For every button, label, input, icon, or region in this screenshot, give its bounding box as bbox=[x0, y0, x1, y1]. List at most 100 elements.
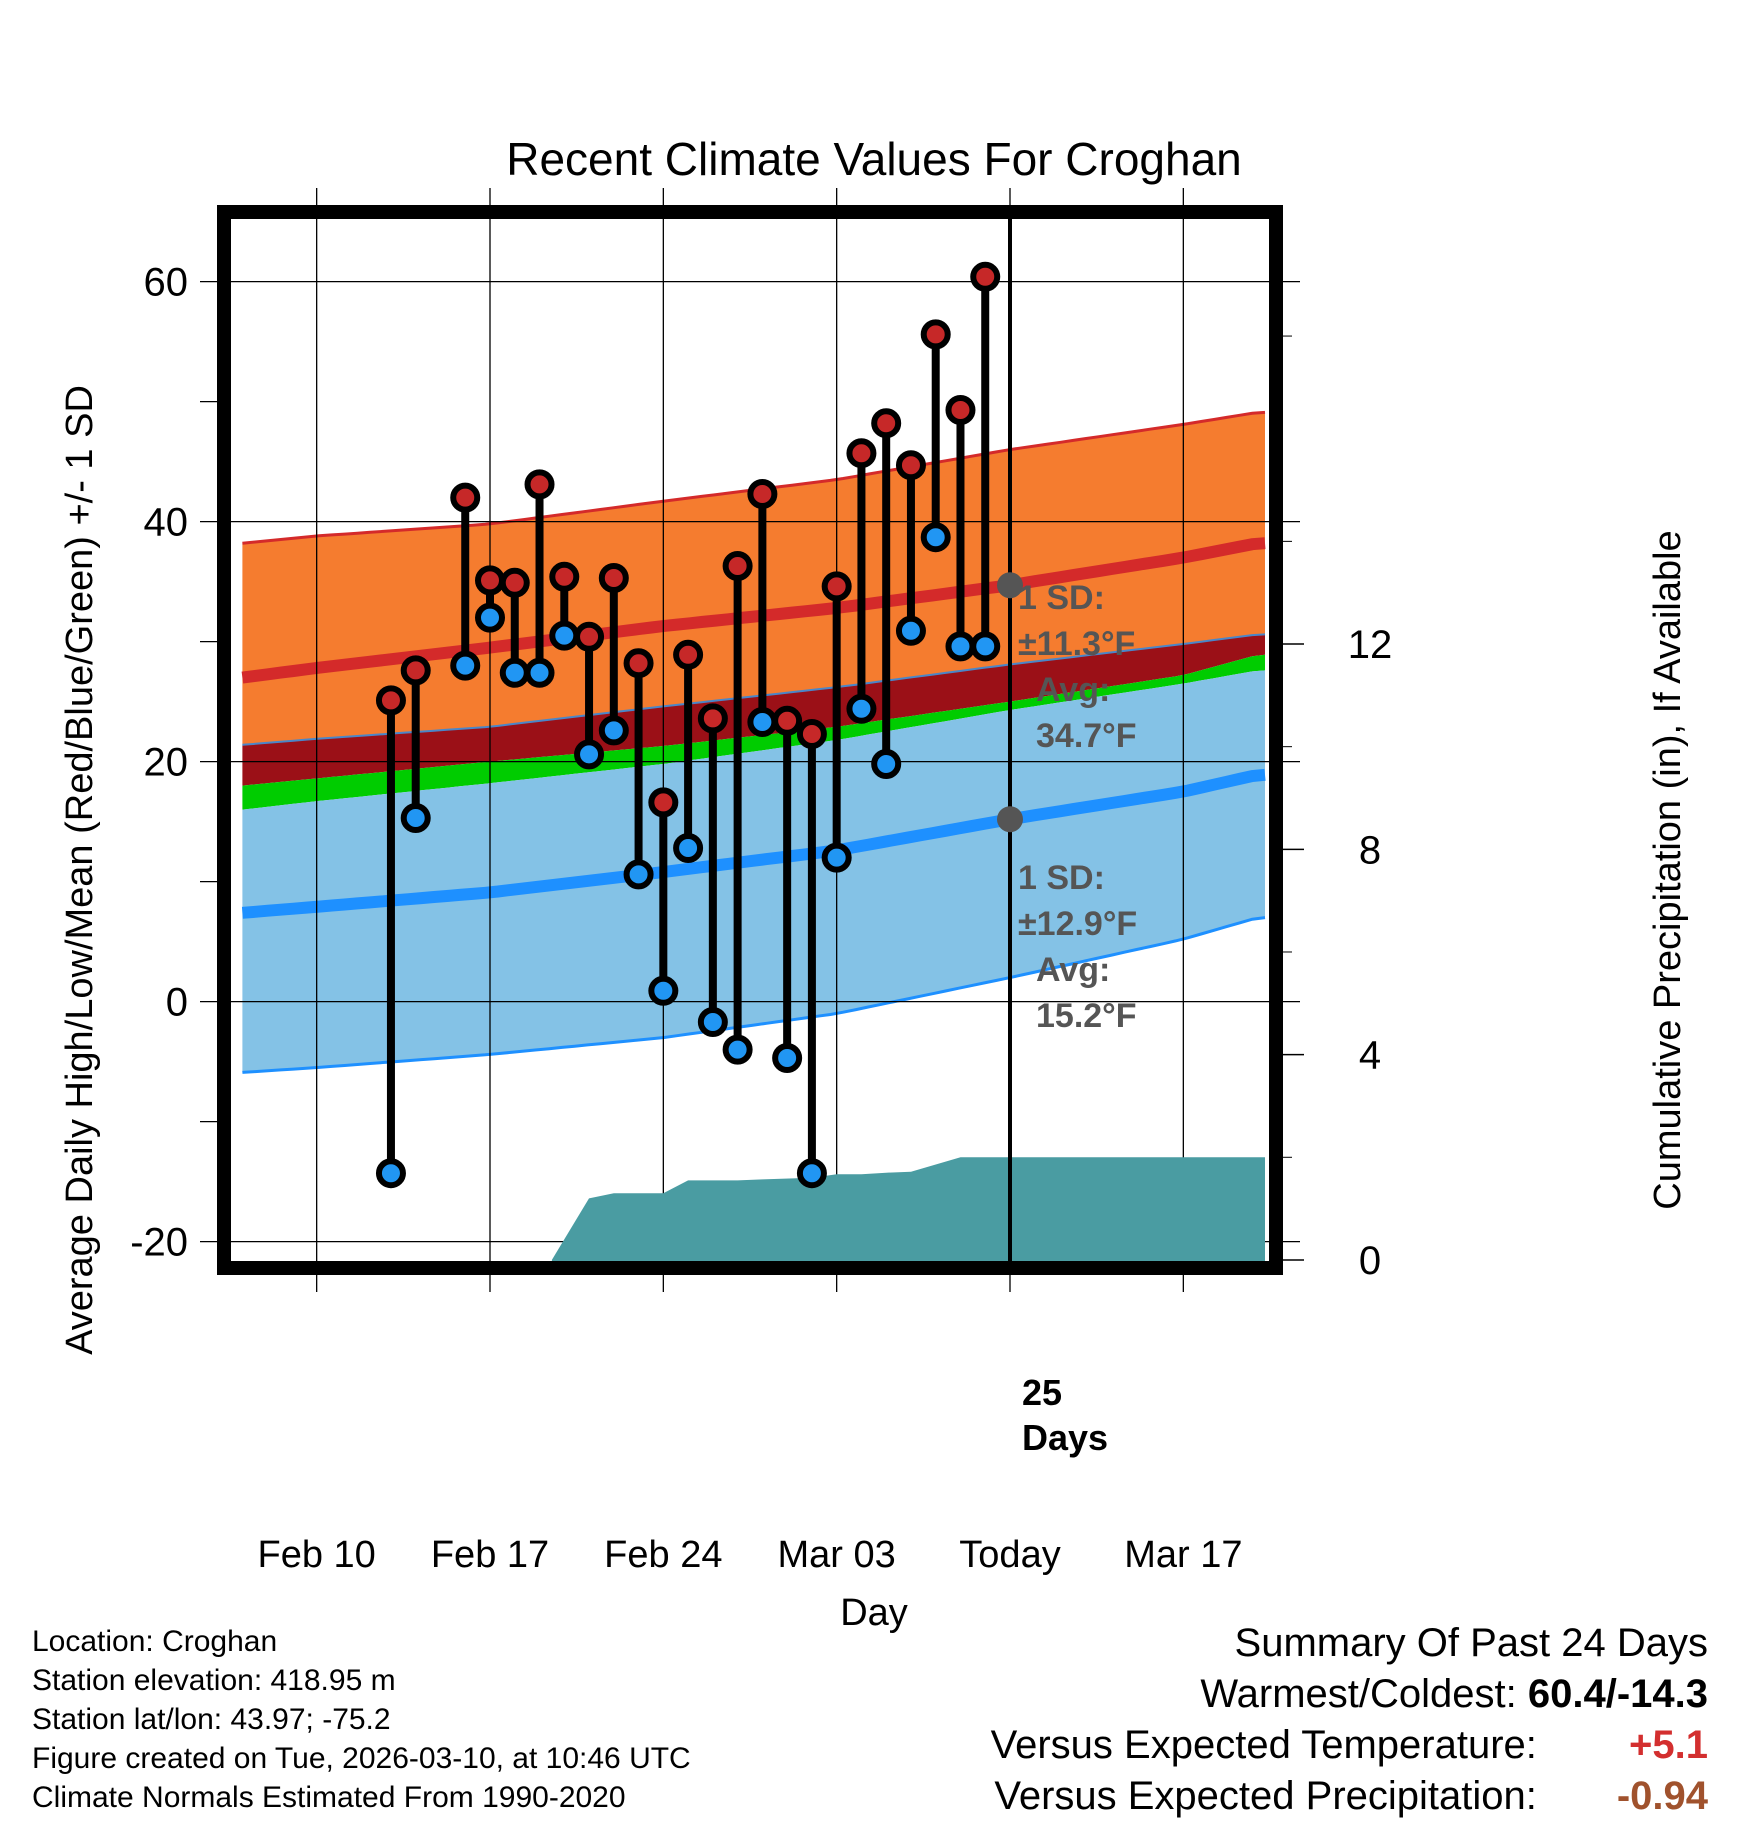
high-marker bbox=[945, 395, 976, 425]
high-avg-dot bbox=[997, 572, 1023, 599]
x-tick-label: Feb 10 bbox=[258, 1534, 376, 1576]
y2-axis-label: Cumulative Precipitation (in), If Availa… bbox=[1647, 530, 1689, 1209]
low-marker bbox=[524, 657, 555, 688]
x-tick-label: Feb 24 bbox=[604, 1534, 722, 1576]
low-marker bbox=[772, 1043, 803, 1073]
high-marker bbox=[549, 561, 580, 592]
elevation-text: Station elevation: 418.95 m bbox=[32, 1664, 396, 1697]
low-avg-value: 15.2°F bbox=[1036, 997, 1137, 1035]
temp-label: Versus Expected Temperature: bbox=[990, 1723, 1537, 1767]
y2-tick-label: 12 bbox=[1348, 623, 1393, 667]
created-text: Figure created on Tue, 2026-03-10, at 10… bbox=[32, 1742, 691, 1775]
x-tick-label: Today bbox=[959, 1534, 1060, 1576]
high-marker bbox=[375, 685, 406, 716]
low-avg-dot bbox=[997, 806, 1023, 833]
temp-value: +5.1 bbox=[1629, 1723, 1708, 1767]
y-tick-label: 60 bbox=[144, 261, 189, 305]
annotations: 1 SD: ±11.3°F Avg: 34.7°F 1 SD: ±12.9°F Avg: 15… bbox=[997, 218, 1137, 1458]
high-marker bbox=[648, 787, 679, 818]
precip-value: -0.94 bbox=[1616, 1774, 1708, 1818]
high-marker bbox=[747, 479, 778, 509]
y2-tick-label: 0 bbox=[1359, 1239, 1381, 1283]
mean-green-band bbox=[242, 654, 1265, 810]
x-axis-label: Day bbox=[840, 1592, 908, 1634]
low-marker bbox=[970, 631, 1001, 662]
precip-row: Versus Expected Precipitation: -0.94 bbox=[991, 1771, 1708, 1822]
high-marker bbox=[821, 571, 852, 602]
precip-label: Versus Expected Precipitation: bbox=[994, 1774, 1537, 1818]
high-marker bbox=[400, 655, 431, 686]
high-marker bbox=[598, 563, 629, 593]
plot-border bbox=[217, 205, 1283, 1275]
y-tick-label: 0 bbox=[166, 981, 188, 1025]
low-marker bbox=[747, 707, 778, 737]
high-sd-value: ±11.3°F bbox=[1018, 625, 1135, 663]
warm-cold-label: Warmest/Coldest: bbox=[1200, 1672, 1517, 1716]
high-marker bbox=[574, 621, 605, 652]
low-marker bbox=[648, 975, 679, 1006]
low-sd-value: ±12.9°F bbox=[1018, 905, 1137, 943]
y-tick-label: 20 bbox=[144, 741, 189, 785]
low-marker bbox=[871, 749, 902, 779]
high-marker bbox=[772, 705, 803, 736]
low-marker bbox=[574, 739, 605, 770]
low-marker bbox=[598, 715, 629, 746]
axes: -20 0 20 40 60 0 4 8 12 Feb 10 Feb 17 Feb 24 Mar 03 T… bbox=[130, 261, 1392, 1576]
y-axis-label: Average Daily High/Low/Mean (Red/Blue/Gr… bbox=[59, 385, 101, 1355]
plot-frame bbox=[217, 205, 1283, 1275]
high-marker bbox=[450, 482, 481, 513]
high-avg-label: Avg: bbox=[1036, 671, 1110, 709]
precip-layer bbox=[551, 1157, 1265, 1262]
high-marker bbox=[796, 719, 827, 749]
normals-text: Climate Normals Estimated From 1990-2020 bbox=[32, 1781, 626, 1814]
low-mean-line bbox=[241, 768, 1266, 919]
x-tick-label: Mar 17 bbox=[1124, 1534, 1242, 1576]
high-marker bbox=[623, 648, 654, 679]
summary-title: Summary Of Past 24 Days bbox=[1234, 1621, 1708, 1665]
y2-tick-label: 4 bbox=[1359, 1034, 1381, 1078]
low-marker bbox=[722, 1034, 753, 1065]
high-sd-label: 1 SD: bbox=[1018, 579, 1105, 617]
x-tick-label: Feb 17 bbox=[431, 1534, 549, 1576]
low-marker bbox=[895, 615, 926, 646]
low-marker bbox=[945, 631, 976, 662]
high-marker bbox=[499, 567, 530, 598]
y2-tick-label: 8 bbox=[1359, 828, 1381, 872]
low-marker bbox=[499, 657, 530, 688]
high-marker bbox=[524, 469, 555, 500]
summary-panel: Summary Of Past 24 Days Warmest/Coldest:… bbox=[991, 1618, 1708, 1822]
y-tick-label: 40 bbox=[144, 501, 189, 545]
low-marker bbox=[549, 620, 580, 651]
high-marker bbox=[475, 565, 505, 596]
days-label: Days bbox=[1022, 1417, 1108, 1458]
high-marker bbox=[673, 639, 704, 670]
low-marker bbox=[375, 1158, 406, 1189]
days-count: 25 bbox=[1022, 1372, 1062, 1413]
low-marker bbox=[475, 602, 505, 633]
x-tick-label: Mar 03 bbox=[778, 1534, 896, 1576]
latlon-text: Station lat/lon: 43.97; -75.2 bbox=[32, 1703, 391, 1736]
temp-row: Versus Expected Temperature: +5.1 bbox=[991, 1720, 1708, 1771]
warm-cold-value: 60.4/-14.3 bbox=[1527, 1672, 1708, 1716]
chart-title: Recent Climate Values For Croghan bbox=[506, 133, 1241, 185]
high-marker bbox=[871, 408, 902, 439]
precip-area bbox=[551, 1157, 1265, 1262]
low-marker bbox=[796, 1158, 827, 1189]
high-marker bbox=[846, 438, 877, 469]
high-marker bbox=[697, 703, 728, 734]
high-marker bbox=[895, 450, 926, 481]
low-marker bbox=[623, 859, 654, 890]
station-info: Location: Croghan Station elevation: 418… bbox=[32, 1622, 691, 1817]
warm-cold-row: Warmest/Coldest: 60.4/-14.3 bbox=[991, 1669, 1708, 1720]
low-marker bbox=[697, 1007, 728, 1037]
low-marker bbox=[920, 522, 951, 553]
high-marker bbox=[970, 261, 1001, 292]
low-marker bbox=[400, 803, 431, 833]
daily-bars bbox=[375, 261, 1001, 1189]
high-marker bbox=[920, 319, 951, 350]
low-marker bbox=[846, 693, 877, 724]
low-marker bbox=[673, 833, 704, 863]
high-marker bbox=[722, 551, 753, 581]
high-avg-value: 34.7°F bbox=[1036, 717, 1137, 755]
